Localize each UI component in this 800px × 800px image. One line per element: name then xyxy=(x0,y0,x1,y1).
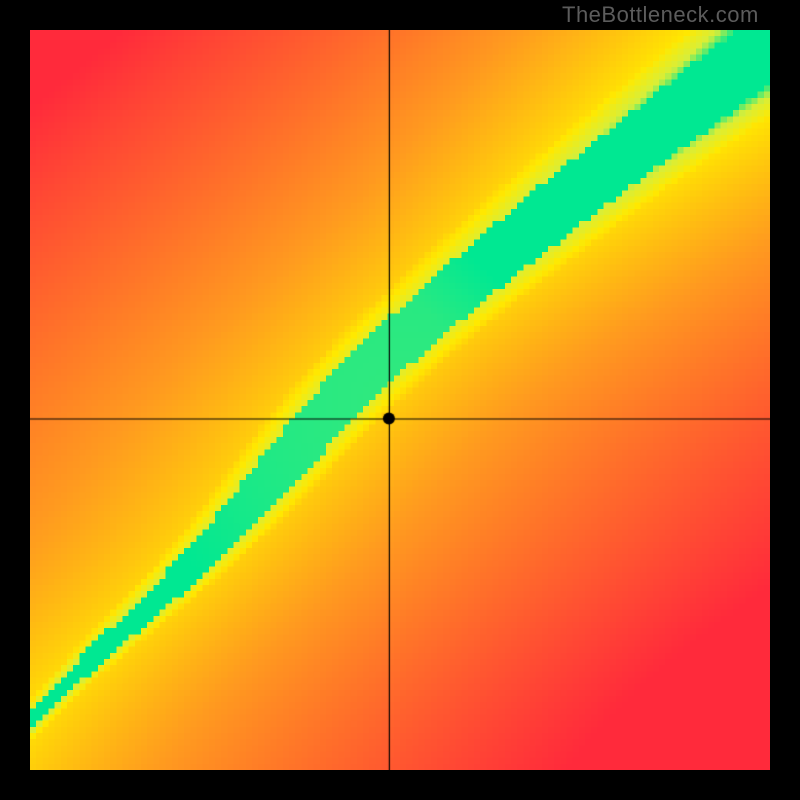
bottleneck-heatmap xyxy=(30,30,770,770)
watermark-text: TheBottleneck.com xyxy=(562,2,759,28)
chart-container: TheBottleneck.com xyxy=(0,0,800,800)
